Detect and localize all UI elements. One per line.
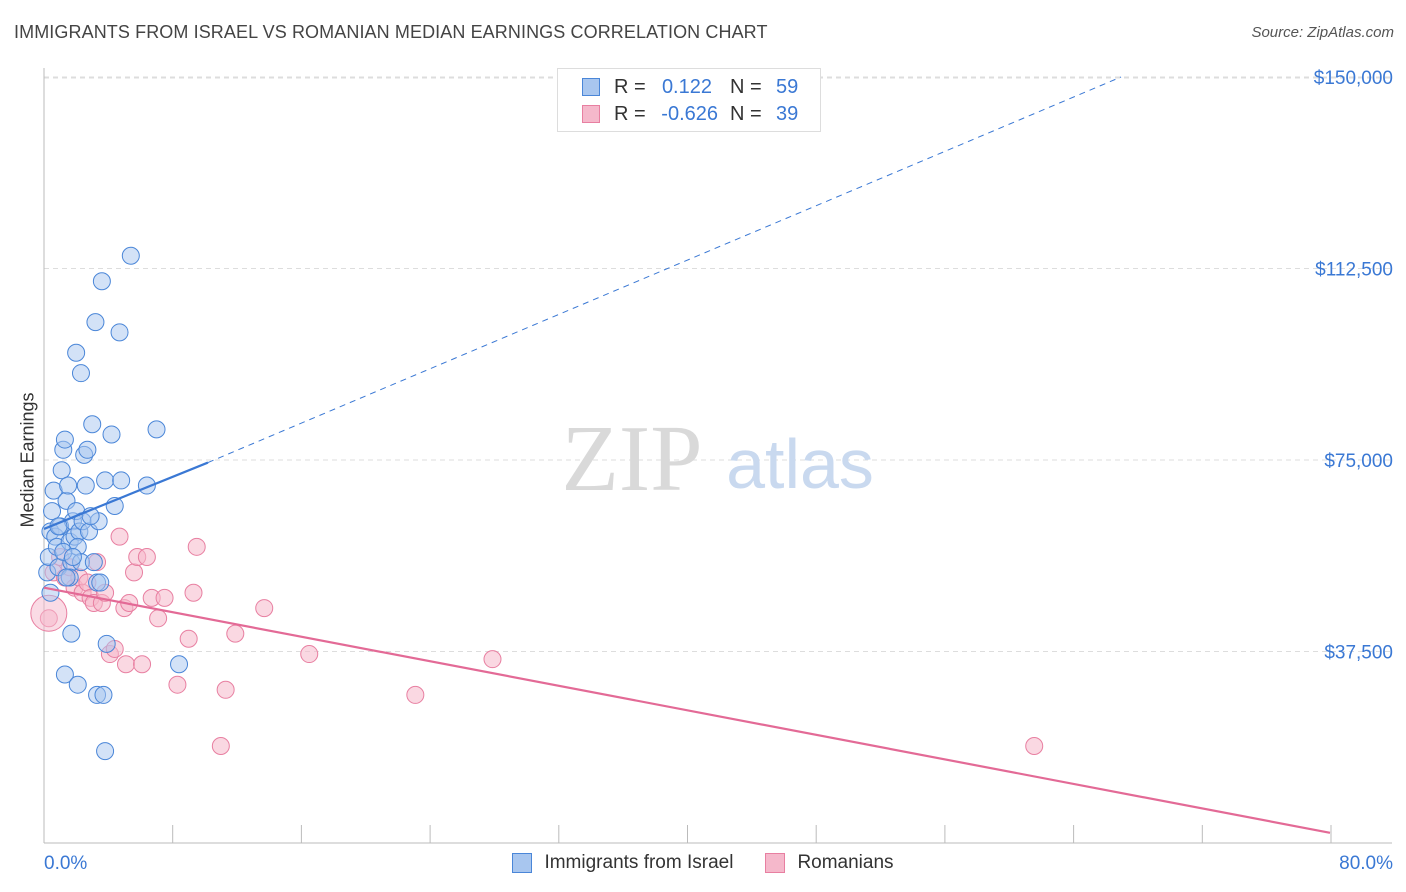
legend-swatch-romanians xyxy=(582,105,600,123)
romanian-point xyxy=(133,655,152,674)
israel-point xyxy=(55,430,74,449)
legend-swatch-israel xyxy=(582,78,600,96)
legend-n-label: N = xyxy=(730,75,762,98)
legend-item-israel[interactable]: Immigrants from Israel xyxy=(512,852,733,874)
trend-lines xyxy=(43,76,1331,834)
gridlines xyxy=(44,76,1392,652)
israel-point xyxy=(71,364,90,383)
israel-point xyxy=(112,471,131,490)
y-tick-label: $112,500 xyxy=(1315,260,1393,281)
x-tick-label: 80.0% xyxy=(1339,853,1393,874)
romanian-point xyxy=(406,685,425,704)
romanian-point xyxy=(149,609,168,628)
israel-point xyxy=(62,624,81,643)
israel-point xyxy=(52,461,71,480)
romanian-point xyxy=(125,563,144,582)
romanian-points xyxy=(30,527,1044,755)
israel-point xyxy=(67,343,86,362)
romanian-trend-line xyxy=(43,586,1331,834)
legend-row-israel: R = 0.122 N = 59 xyxy=(558,74,860,100)
legend-n-value: 59 xyxy=(776,75,799,98)
israel-point xyxy=(68,675,87,694)
axes xyxy=(43,68,1392,844)
y-tick-label: $150,000 xyxy=(1314,68,1393,89)
romanian-point xyxy=(255,599,274,618)
x-tick-label: 0.0% xyxy=(44,853,87,874)
israel-point xyxy=(57,568,76,587)
israel-point xyxy=(91,573,110,592)
israel-point xyxy=(92,272,111,291)
legend-r-label: R = xyxy=(614,102,646,125)
legend-item-romanians[interactable]: Romanians xyxy=(765,852,894,874)
correlation-legend: R = 0.122 N = 59 R = -0.626 N = 39 xyxy=(557,68,821,132)
israel-trend-extension xyxy=(207,76,1122,464)
chart-title: IMMIGRANTS FROM ISRAEL VS ROMANIAN MEDIA… xyxy=(14,22,768,42)
tick-labels: $37,500 $75,000 $112,500 $150,000 0.0% 80.0% xyxy=(44,68,1393,874)
israel-point xyxy=(84,553,103,572)
israel-point xyxy=(55,665,74,684)
israel-trend-line xyxy=(43,461,209,530)
romanian-point xyxy=(187,537,206,556)
watermark-zip: ZIP xyxy=(562,407,703,511)
romanian-point xyxy=(168,675,187,694)
series-legend: Immigrants from Israel Romanians xyxy=(0,852,1406,874)
legend-r-value: 0.122 xyxy=(661,75,712,98)
israel-point xyxy=(102,425,121,444)
legend-label-romanians: Romanians xyxy=(797,852,894,873)
legend-r-label: R = xyxy=(614,75,646,98)
romanian-point xyxy=(226,624,245,643)
source-credit: Source: ZipAtlas.com xyxy=(1251,24,1394,41)
israel-point xyxy=(121,246,140,265)
swatch-israel xyxy=(512,853,533,873)
y-axis-label: Median Earnings xyxy=(17,392,38,528)
legend-row-romanians: R = -0.626 N = 39 xyxy=(558,101,860,127)
romanian-point xyxy=(1025,736,1044,755)
israel-point xyxy=(43,502,62,521)
israel-points xyxy=(38,246,189,761)
romanian-point xyxy=(116,655,135,674)
romanian-point xyxy=(110,527,129,546)
romanian-point xyxy=(216,680,235,699)
israel-point xyxy=(147,420,166,439)
israel-point xyxy=(78,440,97,459)
israel-point xyxy=(86,313,105,332)
y-tick-label: $75,000 xyxy=(1324,451,1393,472)
romanian-point xyxy=(300,645,319,664)
israel-point xyxy=(170,655,189,674)
israel-point xyxy=(97,634,116,653)
israel-point xyxy=(59,476,78,495)
romanian-point xyxy=(211,736,230,755)
israel-point xyxy=(110,323,129,342)
israel-point xyxy=(94,685,113,704)
legend-label-israel: Immigrants from Israel xyxy=(544,852,734,873)
romanian-point xyxy=(184,583,203,602)
swatch-romanians xyxy=(765,853,786,873)
romanian-point xyxy=(137,548,156,567)
y-tick-label: $37,500 xyxy=(1324,643,1393,664)
israel-point xyxy=(83,415,102,434)
israel-point xyxy=(96,471,115,490)
israel-point xyxy=(63,548,82,567)
romanian-point xyxy=(483,650,502,669)
israel-point xyxy=(76,476,95,495)
legend-r-value: -0.626 xyxy=(661,102,718,125)
romanian-point xyxy=(155,588,174,607)
legend-n-value: 39 xyxy=(776,102,799,125)
legend-n-label: N = xyxy=(730,102,762,125)
romanian-point xyxy=(179,629,198,648)
israel-point xyxy=(96,742,115,761)
watermark-atlas: atlas xyxy=(726,425,874,503)
